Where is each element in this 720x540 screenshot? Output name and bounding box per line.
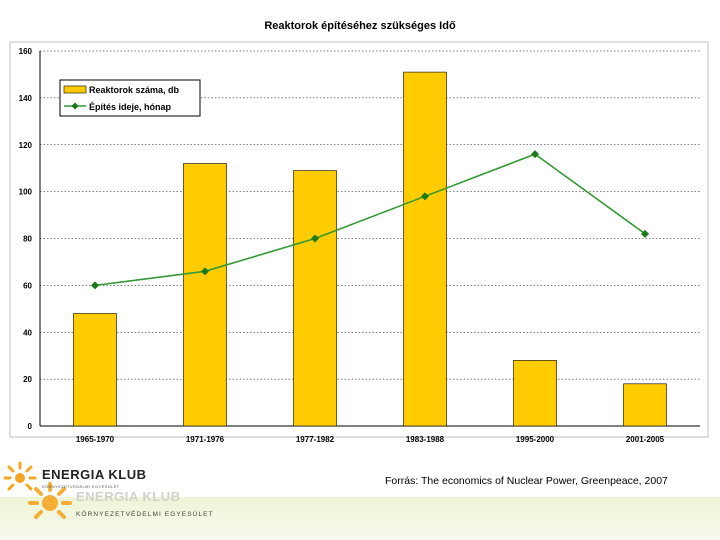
y-axis: 0 20 40 60 80 100 120 140 160 — [19, 47, 700, 431]
bar — [403, 71, 447, 427]
logo-subtitle-small: KÖRNYEZETVÉDELMI EGYESÜLET — [42, 484, 120, 489]
bar — [513, 360, 557, 427]
line-point — [641, 229, 649, 238]
y-tick-label: 140 — [19, 94, 33, 103]
y-tick-label: 100 — [19, 188, 33, 197]
y-tick-label: 20 — [23, 375, 32, 384]
y-tick-label: 160 — [19, 47, 33, 56]
legend-line-label: Építés ideje, hónap — [89, 102, 172, 112]
line-point — [91, 281, 99, 290]
x-tick-label: 2001-2005 — [626, 435, 665, 444]
line-point — [311, 234, 319, 243]
line-point — [531, 150, 539, 159]
grid-layer — [40, 50, 700, 380]
legend-bar-swatch — [63, 85, 87, 94]
energia-klub-logo-icon — [3, 461, 72, 519]
chart-title: Reaktorok építéséhez szükséges Idő — [264, 20, 456, 32]
footer-strip — [0, 497, 720, 540]
y-tick-label: 60 — [23, 281, 32, 290]
y-tick-label: 0 — [28, 422, 33, 431]
plot-frame — [9, 41, 709, 438]
legend-line-marker — [71, 102, 79, 110]
line-series — [91, 150, 649, 290]
source-note: Forrás: The economics of Nuclear Power, … — [385, 475, 668, 487]
bar — [623, 383, 667, 427]
line-point — [201, 267, 209, 276]
line-point — [421, 192, 429, 201]
bar-series — [73, 71, 667, 427]
x-tick-label: 1983-1988 — [406, 435, 445, 444]
bar — [73, 313, 117, 427]
y-tick-label: 80 — [23, 235, 32, 244]
x-tick-label: 1965-1970 — [76, 435, 115, 444]
logo-name-ghost: ENERGIA KLUB — [76, 489, 181, 504]
legend-bar-label: Reaktorok száma, db — [89, 85, 180, 95]
x-axis: 1965-1970 1971-1976 1977-1982 1983-1988 1995… — [76, 435, 665, 444]
x-tick-label: 1995-2000 — [516, 435, 555, 444]
x-tick-label: 1977-1982 — [296, 435, 335, 444]
logo-name: ENERGIA KLUB — [42, 467, 147, 482]
x-tick-label: 1971-1976 — [186, 435, 225, 444]
bar — [293, 170, 337, 427]
bar — [183, 163, 227, 427]
series-line — [94, 153, 646, 287]
logo-subtitle: KÖRNYEZETVÉDELMI EGYESÜLET — [76, 511, 214, 518]
legend: Reaktorok száma, db Építés ideje, hónap — [59, 79, 201, 117]
y-tick-label: 120 — [19, 141, 33, 150]
y-tick-label: 40 — [23, 328, 32, 337]
